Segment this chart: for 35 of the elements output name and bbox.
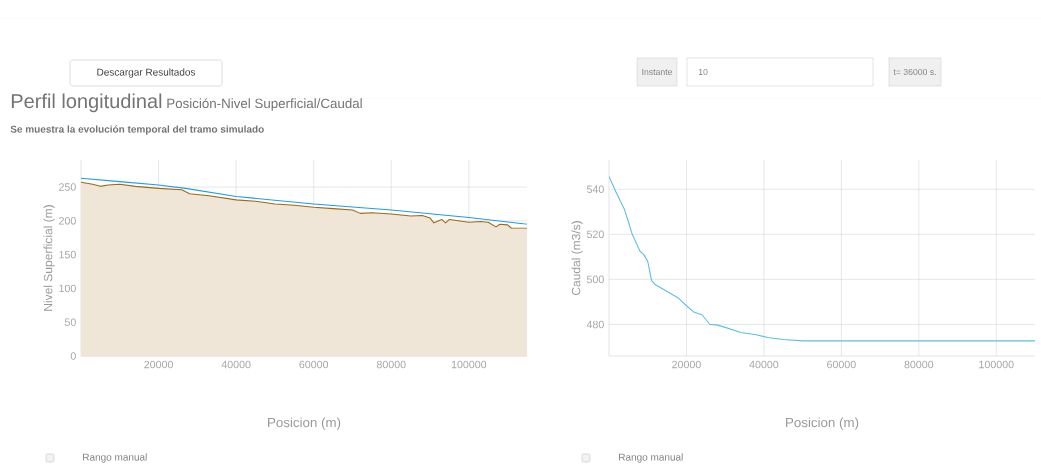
chart-title: Perfil longitudinal [11, 93, 162, 113]
y-tick-label: 150 [59, 250, 76, 259]
text: Se muestra la evolución temporal del tramo simulado [10, 125, 264, 135]
x-tick-label: 60000 [827, 360, 856, 369]
x-tick-label: 40000 [749, 360, 779, 369]
y-tick-label: 500 [586, 275, 604, 284]
line-series [609, 175, 1035, 342]
y-tick-label: 480 [586, 320, 604, 329]
y-tick-label: 250 [59, 183, 76, 191]
text: Rango manual [619, 453, 683, 463]
x-tick-label: 40000 [221, 360, 251, 369]
text: t= 36000 s. [893, 68, 936, 76]
y-axis-title: Caudal (m3/s) [571, 221, 583, 296]
x-tick-label: 80000 [904, 360, 934, 369]
x-tick-label: 20000 [144, 360, 173, 369]
text: Descargar Resultados [97, 68, 196, 78]
y-axis-title: Nivel Superficial (m) [43, 205, 55, 311]
x-tick-label: 80000 [376, 360, 406, 369]
line-series [81, 177, 528, 225]
x-tick-label: 60000 [299, 360, 329, 369]
x-axis-title: Posicion (m) [786, 417, 859, 430]
x-tick-label: 100000 [451, 360, 487, 369]
x-tick-label: 20000 [672, 360, 701, 369]
y-tick-label: 520 [586, 230, 604, 239]
y-tick-label: 50 [64, 318, 76, 326]
y-tick-label: 0 [70, 352, 76, 360]
y-tick-label: 200 [59, 217, 76, 225]
y-tick-label: 540 [586, 185, 604, 194]
text: Instante [642, 68, 673, 76]
text: Rango manual [83, 453, 147, 463]
x-tick-label: 100000 [979, 360, 1014, 369]
y-tick-label: 100 [59, 284, 76, 293]
x-axis-title: Posicion (m) [268, 417, 341, 430]
chart-subtitle: Posición-Nivel Superficial/Caudal [167, 98, 362, 111]
text: 10 [698, 68, 708, 76]
